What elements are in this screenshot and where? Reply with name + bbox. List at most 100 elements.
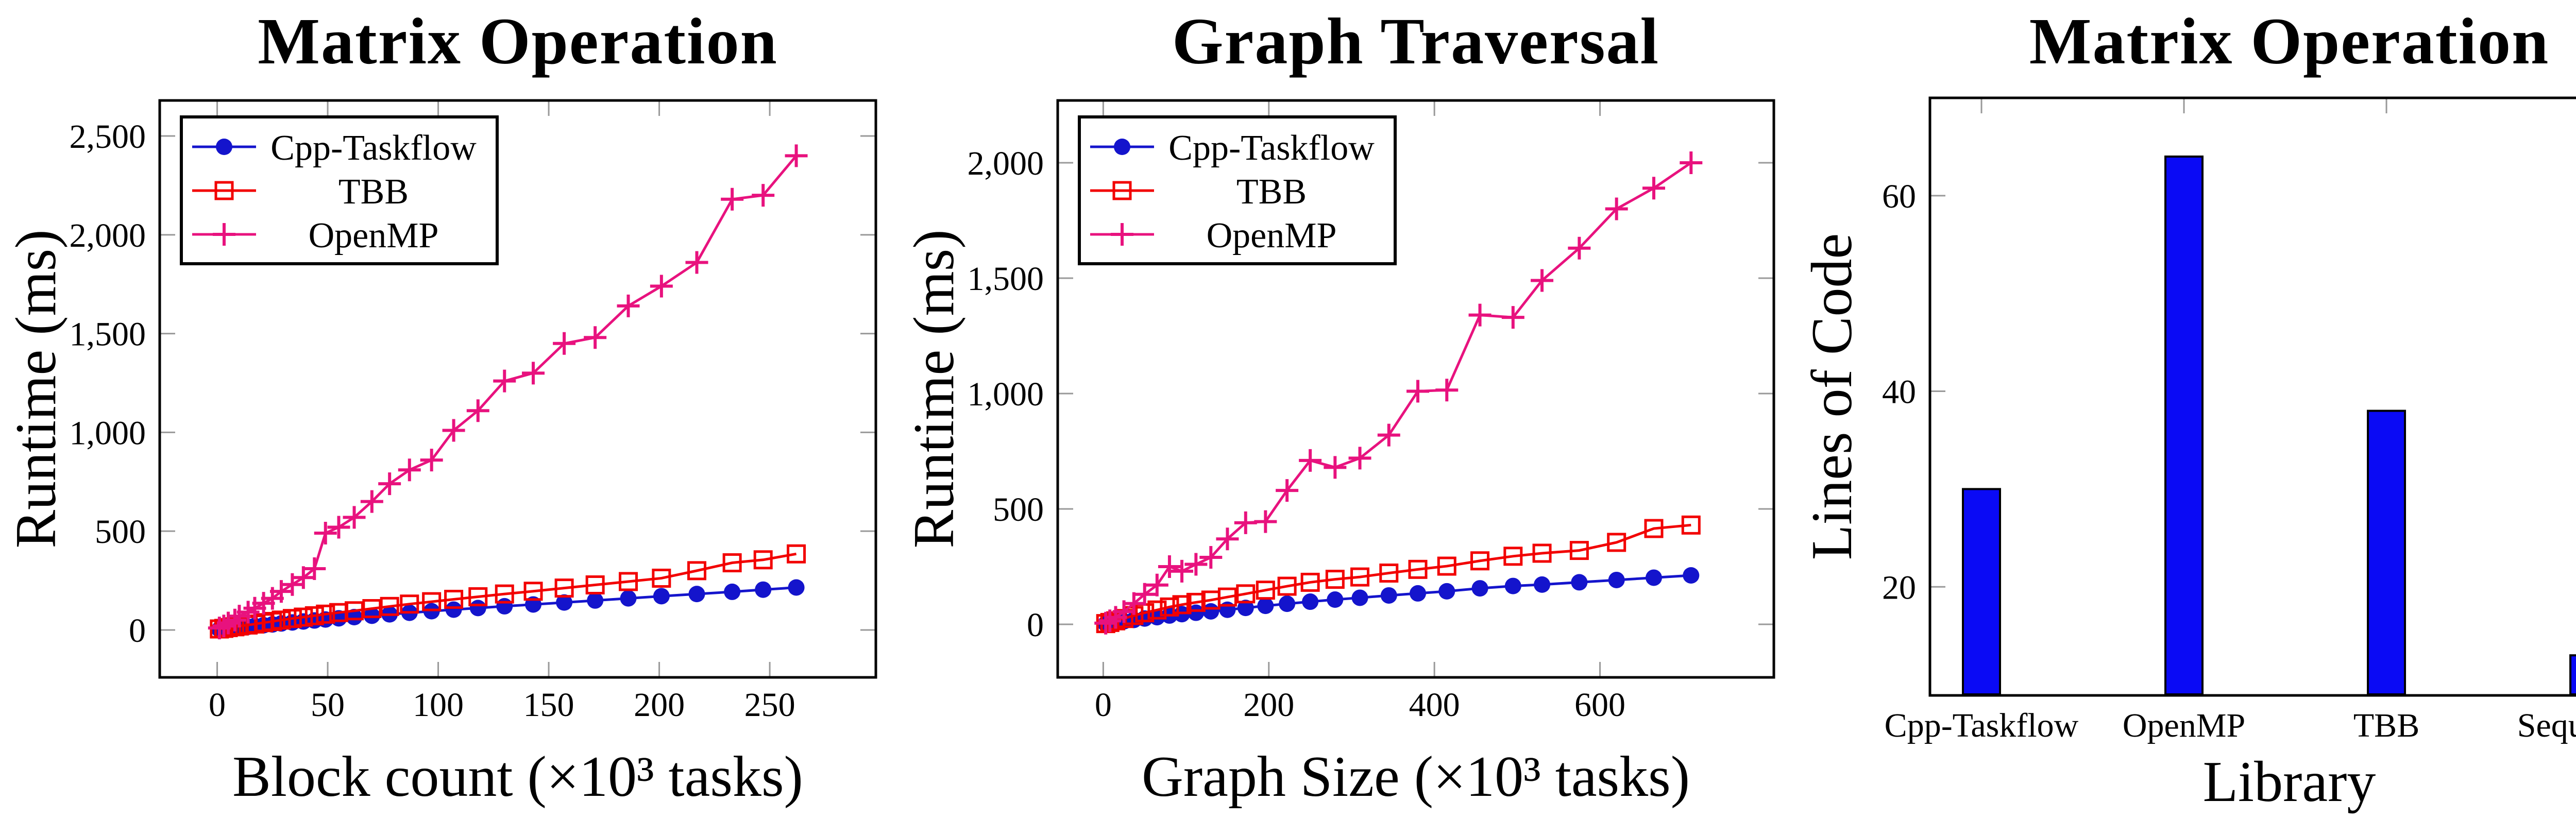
marker-plus: [1324, 456, 1347, 479]
marker-square: [1350, 567, 1370, 587]
marker-square: [294, 607, 313, 627]
marker-plus: [223, 608, 246, 632]
marker-plus: [303, 557, 326, 581]
marker-plus: [378, 472, 401, 496]
marker-plus: [1605, 197, 1628, 220]
marker-square: [523, 582, 543, 601]
marker-plus: [553, 332, 576, 355]
x-tick-label: 250: [744, 686, 795, 724]
x-tick-label: 50: [311, 686, 345, 724]
marker-square: [1408, 559, 1428, 579]
marker-square: [619, 572, 638, 591]
marker-circle: [1257, 598, 1274, 615]
marker-plus: [1171, 559, 1194, 583]
y-tick-label: 2,000: [968, 145, 1044, 182]
marker-square: [1503, 547, 1523, 566]
marker-circle: [445, 601, 462, 618]
chart-title: Graph Traversal: [1172, 5, 1660, 78]
y-tick-label: 0: [129, 612, 146, 650]
marker-square: [380, 597, 399, 616]
marker-plus: [493, 369, 516, 393]
marker-square: [316, 604, 335, 624]
marker-square: [1112, 181, 1132, 200]
series-markers-tbb: [1096, 515, 1701, 634]
marker-square: [214, 181, 234, 200]
marker-plus: [1642, 177, 1665, 200]
plot-frame: [1928, 96, 2576, 697]
x-tick-label: 100: [413, 686, 464, 724]
marker-circle: [1351, 589, 1368, 606]
y-tick-label: 500: [993, 491, 1044, 529]
y-tick-label: 1,000: [968, 376, 1044, 413]
marker-square: [304, 606, 324, 625]
bar-cpp-taskflow: [1962, 488, 2002, 696]
marker-square: [1147, 600, 1167, 620]
marker-plus: [1098, 609, 1122, 633]
marker-plus: [1568, 236, 1591, 260]
marker-circle: [1534, 576, 1551, 593]
y-tick-label: 500: [95, 513, 146, 551]
marker-square: [1379, 564, 1399, 583]
marker-circle: [1504, 577, 1521, 594]
series-markers-openmp: [208, 144, 808, 640]
marker-circle: [688, 586, 705, 603]
y-tick-label: 60: [1882, 178, 1916, 215]
marker-circle: [1237, 600, 1254, 617]
legend-label: Cpp-Taskflow: [270, 128, 477, 168]
x-axis-label: Graph Size (×10³ tasks): [1141, 745, 1690, 809]
panel-matrix-loc: Matrix Operation Lines of Code 20 40 60 Cpp…: [1796, 0, 2576, 815]
marker-square: [1470, 551, 1490, 571]
marker-square: [652, 568, 671, 588]
marker-plus: [1158, 555, 1181, 578]
chart-title: Matrix Operation: [2029, 5, 2550, 78]
marker-plus: [398, 458, 421, 482]
marker-square: [1186, 592, 1206, 612]
marker-circle: [1219, 601, 1236, 618]
plot-area: 0 500 1,000 1,500 2,000 0 200 400 600 Cpp-Taskflo…: [968, 99, 1775, 724]
marker-plus: [314, 522, 337, 544]
marker-circle: [469, 600, 486, 617]
marker-circle: [1302, 593, 1319, 610]
series-line-tbb: [1105, 523, 1691, 625]
marker-plus: [1435, 379, 1459, 402]
x-category-label: TBB: [2353, 707, 2419, 744]
marker-square: [1532, 543, 1552, 563]
marker-plus: [1680, 151, 1703, 174]
marker-plus: [360, 490, 383, 513]
marker-plus: [752, 184, 775, 207]
marker-plus: [1501, 306, 1524, 329]
legend-item-tbb: TBB: [192, 172, 409, 212]
y-tick-label: 1,500: [968, 260, 1044, 298]
marker-square: [1236, 584, 1256, 604]
marker-circle: [1645, 569, 1662, 586]
marker-square: [1277, 576, 1297, 596]
x-tick-label: 600: [1574, 686, 1625, 724]
marker-plus: [1199, 546, 1223, 569]
legend-item-cpp-taskflow: Cpp-Taskflow: [1090, 128, 1375, 168]
series-markers-openmp: [1094, 151, 1703, 635]
marker-plus: [617, 294, 640, 317]
legend-item-tbb: TBB: [1090, 172, 1307, 212]
marker-square: [272, 610, 291, 630]
marker-circle: [755, 581, 772, 598]
x-tick-label: 400: [1409, 686, 1460, 724]
marker-plus: [650, 275, 673, 298]
x-tick-label: 0: [1095, 686, 1112, 724]
series-markers-tbb: [210, 544, 806, 639]
marker-circle: [1188, 604, 1205, 621]
marker-square: [444, 589, 464, 609]
marker-plus: [1377, 423, 1400, 447]
bar-sequential: [2569, 654, 2576, 696]
marker-circle: [1279, 595, 1296, 612]
marker-plus: [466, 399, 489, 422]
y-tick-label: 2,000: [70, 217, 146, 254]
marker-plus: [327, 516, 350, 539]
panel-graph-runtime: Graph Traversal Runtime (ms) 0 500 1,000 1,…: [898, 0, 1796, 815]
marker-circle: [496, 598, 513, 615]
plot-frame: [1056, 99, 1775, 679]
y-tick-label: 40: [1882, 373, 1916, 411]
marker-plus: [420, 449, 443, 472]
marker-square: [1681, 515, 1701, 535]
legend-item-cpp-taskflow: Cpp-Taskflow: [192, 128, 477, 168]
